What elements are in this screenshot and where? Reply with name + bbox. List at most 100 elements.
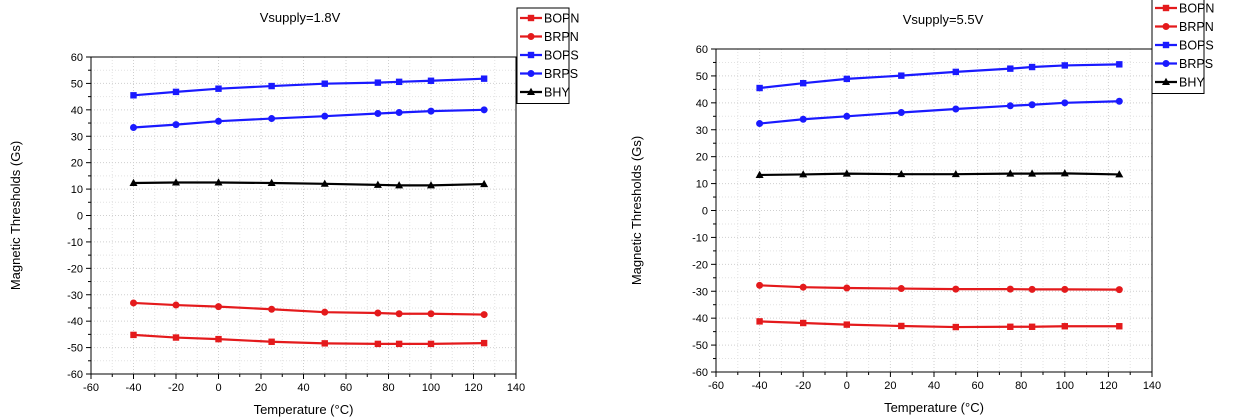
x-tick-label: 100 [422,382,440,394]
legend-label: BOPS [544,49,579,63]
data-point [1061,285,1069,293]
data-point [172,88,180,96]
data-point [800,319,807,327]
data-point [267,178,276,187]
y-tick-label: 40 [696,98,708,110]
data-point [172,121,180,129]
data-point [1116,323,1123,330]
data-point [172,301,180,309]
y-tick-label: -30 [67,290,83,302]
data-point [898,72,905,79]
y-tick-label: 0 [702,206,708,218]
y-axis-label: Magnetic Thresholds (Gs) [8,141,23,290]
y-tick-label: -20 [692,259,708,271]
y-tick-label: 10 [71,184,83,196]
y-tick-label: 0 [77,211,83,223]
data-point [1115,286,1123,294]
plot-grid [90,56,517,375]
data-point [214,178,223,186]
data-point [129,178,138,187]
series-bopn [756,318,1123,331]
data-point [427,181,435,189]
y-tick-label: 30 [696,125,708,137]
data-point [480,179,489,188]
legend-label: BOPS [1179,39,1214,53]
data-point [1115,97,1123,105]
data-point [1116,61,1123,68]
data-point [321,308,329,316]
data-point [799,115,807,123]
y-tick-label: -50 [692,340,708,352]
data-point [755,170,764,178]
data-point [756,120,764,128]
chart-2: -60 -40 -20 0 20 40 60 80 100 120 140-60-50-40-30-… [629,0,1214,415]
series-bops [130,75,488,99]
data-point [756,318,763,325]
y-tick-label: 40 [71,105,83,117]
data-point [395,310,403,318]
data-point [843,75,850,83]
data-point [843,284,851,292]
data-point [843,321,850,328]
data-point [1007,323,1014,330]
y-tick-label: -20 [67,263,83,275]
legend-marker [1162,23,1170,30]
data-point [268,338,275,345]
y-tick-label: -60 [692,367,708,379]
x-axis-label: Temperature (°C) [254,402,354,417]
data-point [897,285,905,293]
series-bhy [755,169,1124,178]
legend-label: BHY [544,86,570,100]
data-point [172,334,180,341]
y-tick-label: 20 [71,158,83,170]
legend-label: BRPS [1179,57,1213,71]
y-tick-label: -60 [67,369,83,381]
chart-title: Vsupply=5.5V [903,12,984,27]
data-point [374,340,382,348]
data-point [373,180,382,188]
data-point [374,79,382,86]
legend-label: BHY [1179,76,1205,90]
data-point [268,115,276,123]
data-point [952,323,959,331]
data-point [1028,63,1036,71]
y-tick-label: 50 [696,71,708,83]
series-brps [756,97,1123,128]
plot-grid [715,48,1153,373]
data-point [756,281,764,289]
data-point [1028,169,1037,177]
series-bhy [129,178,489,189]
data-point [427,340,435,348]
data-point [1028,323,1036,330]
data-point [800,79,807,87]
x-tick-label: 60 [340,382,352,394]
data-point [215,117,222,125]
legend-label: BRPS [544,67,578,81]
x-tick-label: 0 [215,382,221,394]
data-point [799,170,808,178]
x-tick-label: -60 [708,380,724,392]
y-tick-label: -10 [67,237,83,249]
y-tick-label: 10 [696,179,708,191]
data-point [480,339,488,347]
legend-marker [1162,41,1170,49]
x-tick-label: 100 [1056,380,1074,392]
legend-marker [1162,4,1170,12]
data-point [480,106,488,114]
data-point [268,82,275,90]
data-point [1061,323,1068,330]
legend-label: BOPN [544,12,579,26]
legend-marker [527,33,535,40]
legend-marker [1162,60,1170,67]
data-point [320,179,329,187]
y-tick-label: -50 [67,343,83,355]
data-point [215,335,222,343]
data-point [952,68,959,76]
x-tick-label: -40 [752,380,768,392]
x-tick-label: -20 [795,380,811,392]
data-point [374,110,382,118]
data-point [952,105,960,113]
x-axis-label: Temperature (°C) [884,400,984,415]
x-tick-label: 0 [844,380,850,392]
x-tick-label: 80 [1015,380,1027,392]
